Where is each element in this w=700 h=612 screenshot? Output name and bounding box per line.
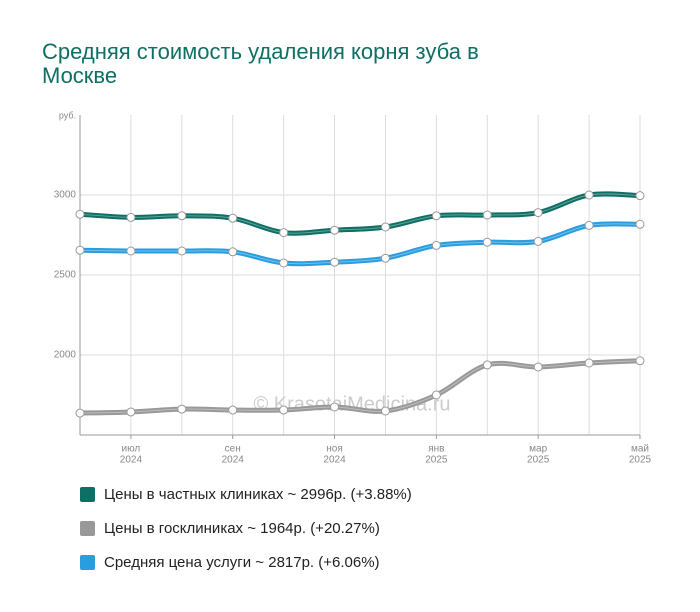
x-tick-label: 2025 (629, 455, 652, 466)
data-point (279, 405, 289, 415)
data-point (126, 246, 136, 256)
data-point (482, 237, 492, 247)
data-point (330, 225, 340, 235)
legend-label: Средняя цена услуги ~ 2817р. (+6.06%) (104, 554, 380, 571)
data-point (380, 222, 390, 232)
data-point (177, 211, 187, 221)
series-line (79, 191, 641, 236)
data-point (482, 210, 492, 220)
chart-title: Москве (42, 63, 117, 88)
x-tick-label: сен (225, 444, 241, 455)
data-point (431, 390, 441, 400)
data-point (75, 209, 85, 219)
legend-label: Цены в частных клиниках ~ 2996р. (+3.88%… (104, 486, 412, 503)
data-point (380, 406, 390, 416)
legend-swatch (80, 521, 95, 536)
x-tick-label: 2025 (425, 455, 448, 466)
data-point (380, 253, 390, 263)
data-point (635, 191, 645, 201)
data-point (75, 408, 85, 418)
y-tick-label: 2000 (54, 350, 77, 361)
data-point (330, 257, 340, 267)
data-point (330, 402, 340, 412)
data-point (75, 245, 85, 255)
x-tick-label: 2024 (323, 455, 346, 466)
data-point (228, 247, 238, 257)
data-point (482, 360, 492, 370)
data-point (584, 190, 594, 200)
data-point (279, 258, 289, 268)
data-point (584, 358, 594, 368)
data-point (533, 362, 543, 372)
x-tick-label: 2024 (120, 455, 143, 466)
data-point (126, 212, 136, 222)
data-point (279, 228, 289, 238)
data-point (177, 246, 187, 256)
data-point (635, 356, 645, 366)
x-tick-label: июл (122, 444, 141, 455)
data-point (431, 211, 441, 221)
x-tick-label: май (631, 444, 649, 455)
data-point (533, 208, 543, 218)
data-point (126, 407, 136, 417)
y-unit: руб. (59, 110, 76, 120)
legend-swatch (80, 487, 95, 502)
legend-label: Цены в госклиниках ~ 1964р. (+20.27%) (104, 520, 380, 537)
data-point (228, 213, 238, 223)
x-tick-label: 2025 (527, 455, 550, 466)
x-tick-label: 2024 (222, 455, 245, 466)
data-point (533, 236, 543, 246)
y-tick-label: 2500 (54, 270, 77, 281)
data-point (177, 404, 187, 414)
data-point (635, 219, 645, 229)
data-point (431, 240, 441, 250)
data-point (584, 220, 594, 230)
y-tick-label: 3000 (54, 190, 77, 201)
chart-title: Средняя стоимость удаления корня зуба в (42, 39, 479, 64)
x-tick-label: ноя (326, 444, 343, 455)
x-tick-label: янв (428, 444, 444, 455)
x-tick-label: мар (529, 444, 547, 455)
data-point (228, 405, 238, 415)
legend-swatch (80, 555, 95, 570)
